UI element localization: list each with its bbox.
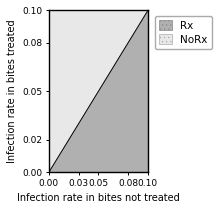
Legend: Rx, NoRx: Rx, NoRx	[155, 16, 212, 49]
Polygon shape	[49, 10, 148, 172]
Y-axis label: Infection rate in bites treated: Infection rate in bites treated	[7, 20, 17, 163]
Polygon shape	[49, 10, 148, 172]
X-axis label: Infection rate in bites not treated: Infection rate in bites not treated	[17, 193, 180, 203]
